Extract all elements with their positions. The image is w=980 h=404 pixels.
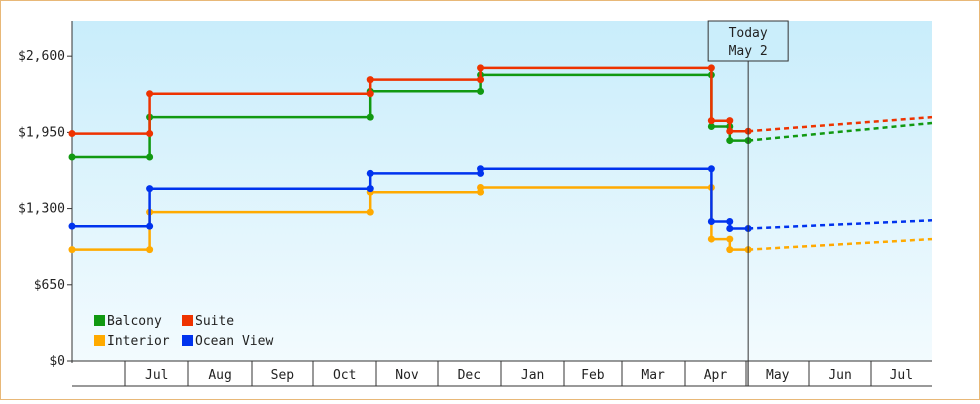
today-marker: Today May 2: [707, 20, 789, 386]
data-point: [477, 76, 485, 84]
legend-swatch: [182, 315, 193, 326]
data-point: [366, 76, 374, 84]
data-point: [707, 217, 715, 225]
data-point: [477, 165, 485, 173]
x-tick-label: Apr: [704, 368, 728, 383]
forecast-line: [748, 115, 933, 133]
data-point: [366, 185, 374, 193]
x-tick-label: Aug: [208, 368, 231, 383]
x-tick-label: Oct: [333, 368, 356, 383]
x-tick-label: Nov: [395, 368, 419, 383]
data-point: [146, 222, 154, 230]
data-point: [366, 113, 374, 121]
data-point: [707, 123, 715, 131]
y-tick-label: $2,600: [18, 49, 65, 64]
legend-swatch: [94, 335, 105, 346]
legend-item: Balcony: [94, 314, 162, 329]
x-axis: Jul Aug Sep Oct Nov Dec Jan Feb Mar Apr May Jun Jul: [72, 360, 932, 387]
data-point: [146, 246, 154, 254]
today-box: [707, 20, 789, 62]
x-tick-label: May: [766, 368, 790, 383]
legend-label: Interior: [107, 334, 170, 349]
forecast-line: [748, 121, 933, 142]
x-tick-label: Jul: [145, 368, 168, 383]
data-point: [146, 185, 154, 193]
plot-background: [72, 21, 932, 361]
data-point: [146, 90, 154, 98]
legend-item: Suite: [182, 314, 234, 329]
legend-swatch: [182, 335, 193, 346]
y-tick-label: $1,950: [18, 125, 65, 140]
data-point: [477, 183, 485, 191]
data-point: [707, 117, 715, 125]
today-date: May 2: [729, 44, 768, 59]
legend-swatch: [94, 315, 105, 326]
data-point: [726, 235, 734, 243]
x-tick-label: Jun: [828, 368, 851, 383]
x-tick-label: Jul: [890, 368, 913, 383]
data-point: [477, 64, 485, 72]
series-suite: [68, 64, 933, 138]
forecast-line: [748, 219, 933, 230]
data-point: [477, 87, 485, 95]
data-point: [366, 169, 374, 177]
legend-label: Suite: [195, 314, 234, 329]
series-layer: [68, 64, 933, 254]
legend: Balcony Suite Interior Ocean View: [94, 314, 273, 349]
x-tick-label: Dec: [458, 368, 481, 383]
y-tick-label: $0: [49, 354, 65, 369]
data-point: [68, 222, 76, 230]
data-point: [68, 153, 76, 161]
data-point: [366, 90, 374, 98]
data-point: [726, 127, 734, 135]
legend-item: Interior: [94, 334, 170, 349]
data-point: [707, 235, 715, 243]
data-point: [707, 165, 715, 173]
data-point: [726, 117, 734, 125]
x-tick-label: Feb: [581, 368, 605, 383]
data-point: [707, 64, 715, 72]
y-axis: $0 $650 $1,300 $1,950 $2,600: [18, 21, 73, 369]
data-point: [146, 130, 154, 138]
legend-label: Balcony: [107, 314, 162, 329]
data-point: [726, 225, 734, 233]
x-tick-label: Sep: [271, 368, 295, 383]
y-tick-label: $650: [34, 278, 65, 293]
forecast-line: [748, 237, 933, 251]
data-point: [68, 246, 76, 254]
legend-item: Ocean View: [182, 334, 273, 349]
data-point: [726, 137, 734, 145]
data-point: [146, 153, 154, 161]
x-tick-label: Jan: [521, 368, 544, 383]
series-ocean-view: [68, 165, 933, 233]
data-point: [68, 130, 76, 138]
today-label: Today: [729, 26, 768, 41]
x-tick-label: Mar: [641, 368, 665, 383]
y-tick-label: $1,300: [18, 202, 65, 217]
data-point: [726, 217, 734, 225]
data-point: [366, 208, 374, 216]
legend-label: Ocean View: [195, 334, 273, 349]
data-point: [726, 246, 734, 254]
